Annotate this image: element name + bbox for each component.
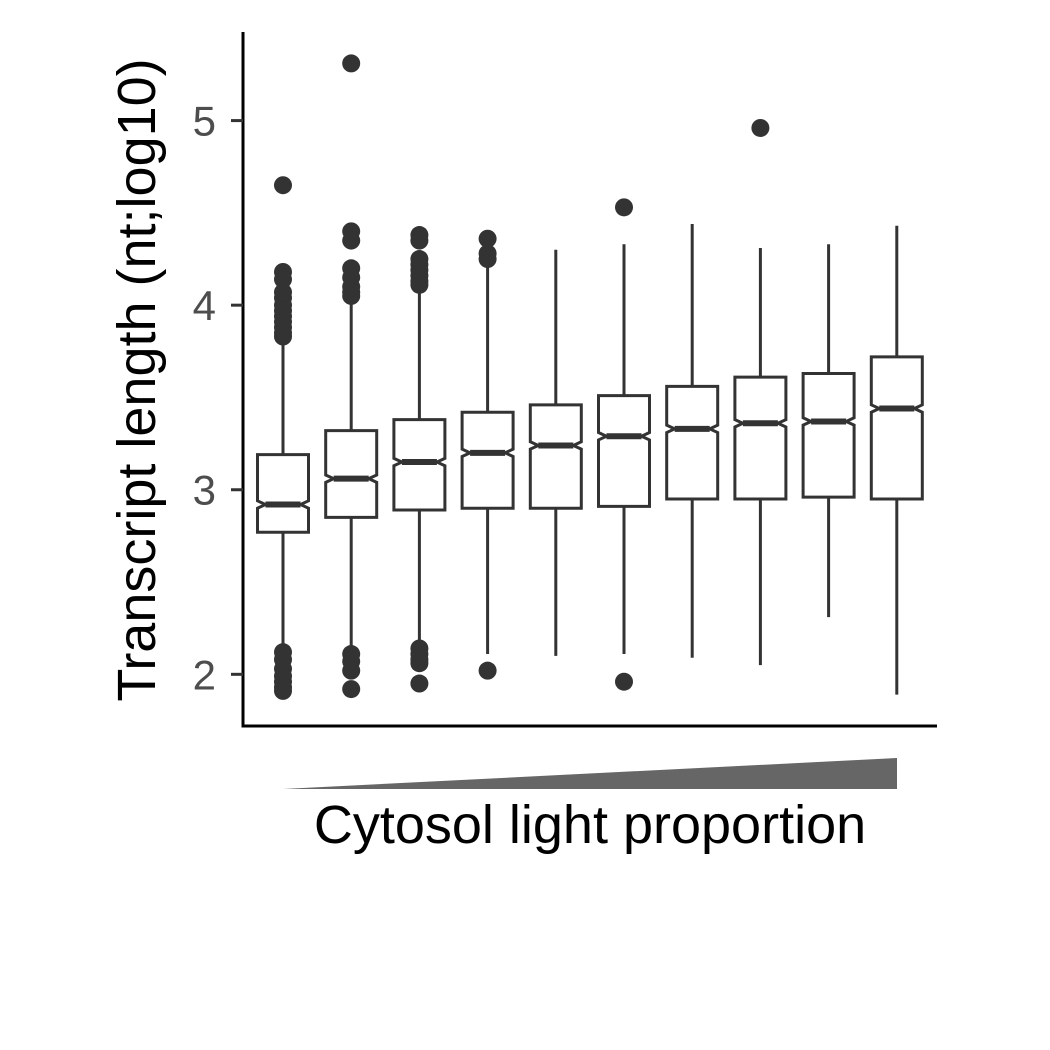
- y-tick-label: 3: [193, 467, 216, 514]
- y-tick-label: 2: [193, 651, 216, 698]
- outlier-point: [342, 231, 361, 250]
- outlier-point: [410, 674, 429, 693]
- box-group: [392, 226, 447, 693]
- box-group: [733, 118, 788, 666]
- notched-box: [665, 384, 720, 501]
- cytosol-light-proportion-wedge: [283, 758, 897, 789]
- y-tick-label: 5: [193, 98, 216, 145]
- outlier-point: [410, 654, 429, 673]
- outlier-point: [615, 198, 633, 217]
- outlier-point: [478, 250, 497, 269]
- y-tick-label: 4: [193, 282, 216, 329]
- outlier-point: [615, 672, 633, 691]
- notched-box: [733, 375, 788, 501]
- notched-box: [869, 355, 924, 501]
- notched-box: [460, 410, 515, 510]
- box-group: [801, 244, 856, 618]
- box-group: [597, 198, 651, 691]
- box-group: [324, 54, 379, 699]
- outlier-point: [274, 270, 292, 289]
- outlier-point: [274, 327, 292, 346]
- box-group: [256, 176, 310, 700]
- outlier-point: [342, 54, 361, 73]
- x-axis-title: Cytosol light proportion: [314, 795, 866, 855]
- box-group: [665, 223, 720, 658]
- outlier-point: [410, 275, 429, 294]
- outlier-point: [751, 118, 770, 137]
- outlier-point: [478, 661, 497, 680]
- outlier-point: [342, 680, 361, 699]
- boxes-layer: [256, 54, 924, 700]
- outlier-point: [274, 681, 292, 700]
- outlier-point: [342, 286, 361, 305]
- outlier-point: [478, 229, 497, 248]
- box-group: [528, 249, 583, 656]
- axes-layer: [241, 32, 937, 728]
- notched-box: [324, 429, 379, 519]
- notched-box: [597, 394, 651, 508]
- notched-box: [528, 403, 583, 510]
- box-group: [869, 225, 924, 695]
- outlier-point: [342, 661, 361, 680]
- notched-box: [256, 453, 310, 534]
- notched-box: [801, 371, 856, 499]
- box-group: [460, 229, 515, 680]
- y-ticks-layer: 2 3 4 5: [193, 98, 243, 698]
- y-axis-title: Transcript length (nt;log10): [107, 58, 167, 701]
- outlier-point: [274, 176, 292, 195]
- outlier-point: [410, 231, 429, 250]
